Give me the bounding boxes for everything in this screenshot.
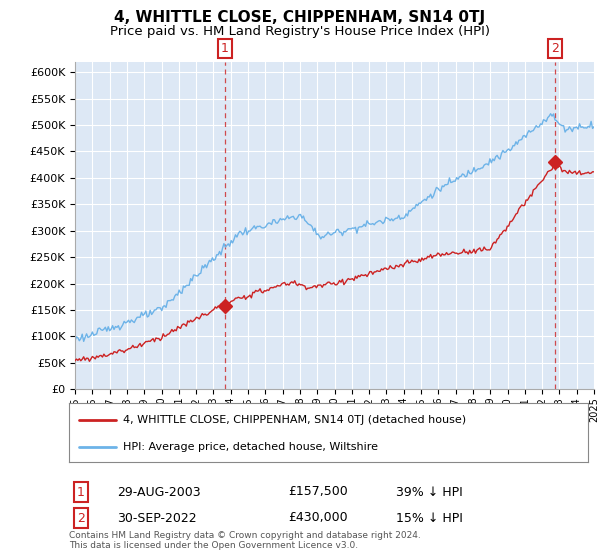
Text: 1: 1	[77, 486, 85, 498]
Text: 4, WHITTLE CLOSE, CHIPPENHAM, SN14 0TJ: 4, WHITTLE CLOSE, CHIPPENHAM, SN14 0TJ	[115, 10, 485, 25]
Text: HPI: Average price, detached house, Wiltshire: HPI: Average price, detached house, Wilt…	[124, 442, 379, 452]
Text: 1: 1	[221, 41, 229, 55]
Text: Price paid vs. HM Land Registry's House Price Index (HPI): Price paid vs. HM Land Registry's House …	[110, 25, 490, 38]
Text: 2: 2	[551, 41, 559, 55]
Text: 29-AUG-2003: 29-AUG-2003	[117, 486, 200, 498]
Text: Contains HM Land Registry data © Crown copyright and database right 2024.
This d: Contains HM Land Registry data © Crown c…	[69, 530, 421, 550]
Text: 30-SEP-2022: 30-SEP-2022	[117, 511, 197, 525]
Text: 15% ↓ HPI: 15% ↓ HPI	[396, 511, 463, 525]
Text: £157,500: £157,500	[288, 486, 348, 498]
Text: 2: 2	[77, 511, 85, 525]
Text: £430,000: £430,000	[288, 511, 347, 525]
Text: 4, WHITTLE CLOSE, CHIPPENHAM, SN14 0TJ (detached house): 4, WHITTLE CLOSE, CHIPPENHAM, SN14 0TJ (…	[124, 414, 467, 424]
Text: 39% ↓ HPI: 39% ↓ HPI	[396, 486, 463, 498]
